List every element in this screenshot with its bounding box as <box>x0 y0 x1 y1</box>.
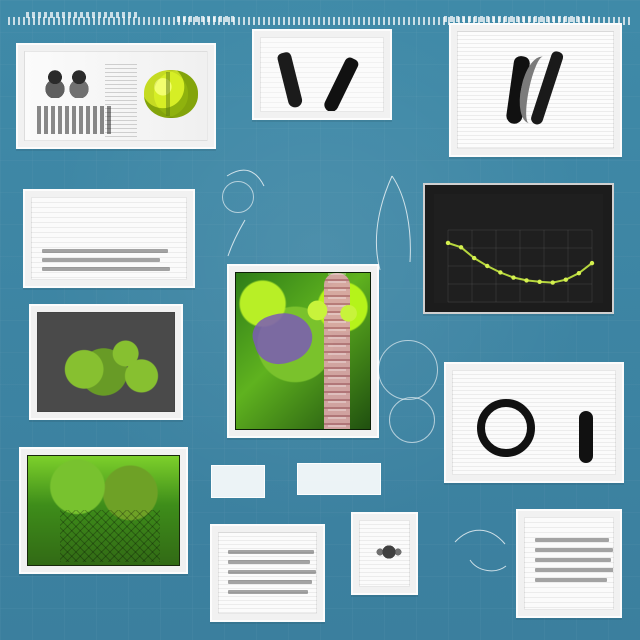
top-right-panel-inner <box>457 31 614 149</box>
green-sphere <box>144 70 198 118</box>
chart-grid <box>447 229 593 303</box>
top-left-panel-inner <box>24 51 208 141</box>
chart-point <box>485 263 490 269</box>
leaf-detail <box>294 293 370 351</box>
top-left-ticker <box>26 12 140 18</box>
bottom-middle-left-bars-4 <box>228 580 312 584</box>
bottom-left-image-inner <box>27 455 180 566</box>
bottom-middle-left-bars <box>228 550 314 554</box>
bottom-middle-right-panel <box>351 512 418 595</box>
bottom-middle-left-bars-2 <box>228 560 310 564</box>
chart-point <box>537 279 542 285</box>
chart-point <box>458 245 464 250</box>
mid-left-image-panel <box>29 304 183 420</box>
black-stick <box>579 411 593 463</box>
mid-left-text-panel <box>23 189 195 288</box>
chart-point <box>498 270 503 275</box>
chart-point <box>576 271 582 276</box>
mid-left-bars <box>42 249 168 253</box>
bottom-middle-left-panel <box>210 524 325 622</box>
chart-point <box>471 255 477 261</box>
mid-left-bars-3 <box>42 267 170 271</box>
bottom-right-bars-5 <box>535 578 607 582</box>
chart-point <box>563 277 569 282</box>
small-anatomy-icon <box>374 538 404 566</box>
bottom-right-bars-2 <box>535 548 613 552</box>
black-ring <box>477 399 535 457</box>
chart-point <box>445 240 451 246</box>
right-bubble-ornament <box>389 397 435 443</box>
black-leaf-right <box>321 55 361 111</box>
top-edge-texture <box>8 17 632 25</box>
chart-point <box>589 260 595 266</box>
top-right-panel <box>449 23 622 157</box>
chart-point <box>524 278 529 283</box>
hatched-block <box>105 64 137 140</box>
right-ring-ornament <box>378 340 438 400</box>
green-creature <box>50 335 172 401</box>
central-illustration-inner <box>235 272 371 430</box>
bottom-right-panel <box>516 509 622 618</box>
bottom-right-bars-3 <box>535 558 611 562</box>
chart-point <box>550 280 555 285</box>
bottom-middle-left-inner <box>218 532 317 614</box>
right-middle-inner <box>452 370 616 475</box>
mid-left-bars-2 <box>42 258 160 262</box>
bottom-middle-left-bars-5 <box>228 590 308 594</box>
top-middle-panel <box>252 29 392 120</box>
green-tissue <box>28 456 179 565</box>
left-ring-ornament <box>222 181 254 213</box>
chart-panel-inner <box>433 193 604 304</box>
small-note-2 <box>297 463 381 495</box>
bottom-right-inner <box>524 517 614 610</box>
bar-art <box>37 106 111 134</box>
chart-line <box>447 242 593 284</box>
top-left-panel <box>16 43 216 149</box>
small-note-1 <box>211 465 265 498</box>
line-chart <box>445 229 595 303</box>
central-illustration-panel <box>227 264 379 438</box>
top-middle-panel-inner <box>260 37 384 112</box>
chart-panel <box>423 183 614 314</box>
chart-point <box>511 275 516 280</box>
mid-left-text-panel-inner <box>31 197 187 280</box>
bottom-middle-left-bars-3 <box>228 570 316 574</box>
top-right-ticker <box>444 16 590 22</box>
bottom-right-bars-4 <box>535 568 613 572</box>
top-mid-ticker <box>177 16 234 22</box>
mesh-pattern <box>60 510 160 562</box>
black-leaf-left <box>276 51 304 109</box>
green-sphere-seam <box>166 72 170 116</box>
people-illustration-2 <box>63 66 95 98</box>
bottom-left-image-panel <box>19 447 188 574</box>
bottom-middle-right-inner <box>359 520 410 587</box>
right-middle-panel <box>444 362 624 483</box>
bottom-right-bars <box>535 538 609 542</box>
mid-left-image-inner <box>37 312 175 412</box>
